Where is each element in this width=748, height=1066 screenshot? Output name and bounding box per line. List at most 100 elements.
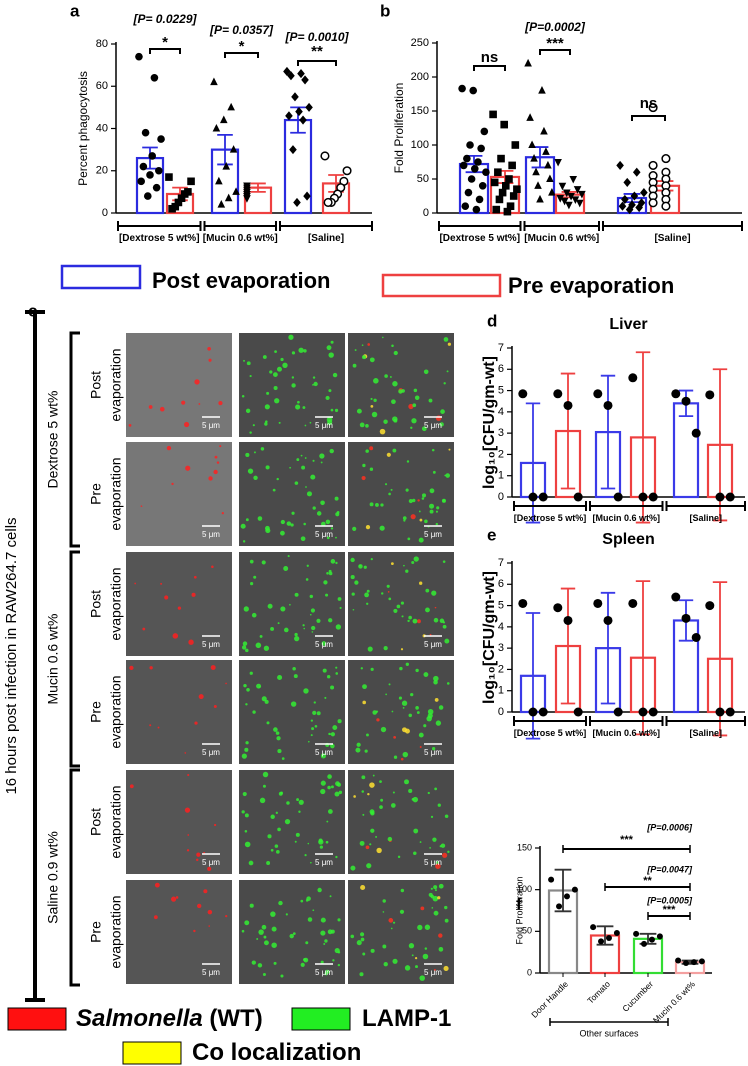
data-point [546,174,554,183]
data-point [691,428,701,438]
data-point [139,162,148,171]
fluorescent-spot [274,350,277,354]
fluorescent-spot [184,752,187,754]
fluorescent-spot [140,505,143,507]
fluorescent-spot [293,674,298,679]
fluorescent-spot [411,560,415,564]
category-bracket [589,501,664,511]
fluorescent-spot [316,711,321,716]
legend-label: LAMP-1 [362,1005,451,1032]
fluorescent-spot [310,608,316,613]
fluorescent-spot [303,688,309,694]
fluorescent-spot [330,559,336,564]
fluorescent-spot [410,426,413,429]
fluorescent-spot [266,861,271,866]
fluorescent-spot [418,732,424,738]
fluorescent-spot [438,947,444,952]
row-label: Post [88,590,104,618]
fluorescent-spot [365,449,369,453]
data-point [474,158,482,166]
fluorescent-spot [298,799,304,805]
fluorescent-spot [325,593,329,597]
fluorescent-spot [373,378,379,384]
fluorescent-spot [388,918,394,923]
fluorescent-spot [267,603,273,609]
fluorescent-spot [330,732,335,737]
data-point [469,86,478,95]
data-point [593,389,603,399]
y-tick-label: 60 [96,80,108,92]
group-label: Saline 0.9 wt% [45,831,61,924]
y-tick-label: 0 [423,207,429,219]
comparison-stars: *** [620,834,634,846]
fluorescent-spot [323,580,328,585]
data-point [165,173,173,181]
fluorescent-spot [203,889,208,894]
fluorescent-spot [372,774,375,777]
fluorescent-spot [270,911,276,917]
fluorescent-spot [399,909,405,914]
fluorescent-spot [393,418,398,423]
fluorescent-spot [312,506,316,510]
error-bar [217,133,233,166]
fluorescent-spot [327,785,331,790]
fluorescent-spot [243,606,249,612]
data-point [530,154,538,162]
fluorescent-spot [278,900,283,906]
fluorescent-spot [245,518,249,522]
fluorescent-spot [309,421,312,424]
fluorescent-spot [128,424,132,427]
legend-swatch [291,1007,351,1031]
data-point [232,187,240,195]
data-point [573,186,582,194]
fluorescent-spot [334,496,339,501]
fluorescent-spot [400,601,405,605]
fluorescent-spot [251,960,256,965]
fluorescent-spot [316,618,321,623]
y-tick-label: 6 [498,578,504,590]
fluorescent-spot [245,452,250,458]
fluorescent-spot [421,493,427,498]
data-point [458,84,466,93]
fluorescent-spot [423,672,429,677]
fluorescent-spot [157,726,160,729]
fluorescent-spot [367,646,373,652]
micrograph [239,880,345,984]
data-point [299,115,307,125]
fluorescent-spot [408,788,413,793]
fluorescent-spot [171,896,177,902]
comparison-bracket [224,52,259,58]
x-tick-label: [Saline] [307,233,345,244]
fluorescent-spot [302,406,306,410]
fluorescent-spot [429,488,435,494]
category-bracket [589,716,664,726]
data-point [598,938,605,945]
data-point [661,154,671,164]
category-bracket [203,221,277,231]
fluorescent-spot [309,613,312,616]
fluorescent-spot [393,350,398,356]
fluorescent-spot [263,645,270,651]
fluorescent-spot [263,935,267,939]
fluorescent-spot [326,820,329,823]
comparison-stars: * [162,34,168,51]
data-point [459,161,468,170]
fluorescent-spot [369,843,372,846]
fluorescent-spot [420,906,425,911]
data-point [675,957,682,964]
data-point [301,75,309,85]
fluorescent-spot [248,860,254,866]
data-point [725,707,735,717]
y-tick-label: 3 [498,642,504,654]
scale-bar-label: 5 μm [202,968,220,977]
error-bar [525,402,541,524]
row-label: evaporation [108,567,124,640]
data-point [613,707,623,717]
category-bracket [438,221,522,231]
legend-label: Co localization [192,1039,361,1066]
data-point [618,201,627,211]
fluorescent-spot [208,925,211,927]
fluorescent-spot [384,374,388,378]
fluorescent-spot [443,965,449,972]
fluorescent-spot [369,446,374,451]
